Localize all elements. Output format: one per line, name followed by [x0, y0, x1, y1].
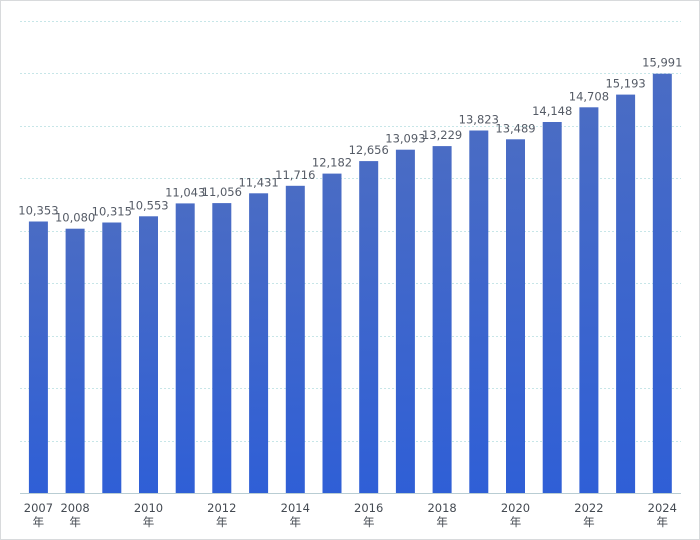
bar	[469, 130, 489, 493]
bar-value-label: 13,823	[459, 113, 499, 127]
bar	[506, 139, 525, 494]
x-tick-label-unit: 年	[290, 515, 302, 529]
bar	[285, 185, 305, 494]
bar	[322, 173, 342, 493]
bar-value-label: 13,489	[495, 121, 535, 135]
x-tick-label-unit: 年	[583, 515, 595, 529]
x-tick-label-year: 2012	[207, 501, 236, 515]
bar-value-label: 15,991	[642, 56, 682, 70]
x-tick-label-unit: 年	[657, 515, 669, 529]
bar-value-label: 14,708	[569, 89, 609, 103]
x-tick-label-unit: 年	[143, 515, 155, 529]
x-tick-label-year: 2014	[281, 501, 310, 515]
gridlines	[20, 21, 681, 494]
bar-value-label: 13,093	[385, 132, 425, 146]
bar	[65, 228, 85, 493]
bar-value-label: 10,315	[92, 205, 132, 219]
bar	[359, 161, 379, 493]
bar	[139, 216, 158, 494]
x-tick-label-year: 2010	[134, 501, 163, 515]
x-tick-label-unit: 年	[510, 515, 522, 529]
x-tick-label-unit: 年	[69, 515, 81, 529]
x-tick-label-unit: 年	[436, 515, 448, 529]
x-tick-label-year: 2020	[501, 501, 530, 515]
x-tick-label-year: 2024	[648, 501, 677, 515]
x-tick-label-unit: 年	[363, 515, 375, 529]
bar-value-label: 13,229	[422, 128, 462, 142]
bar-value-label: 12,182	[312, 156, 352, 170]
x-tick-label-year: 2016	[354, 501, 383, 515]
x-tick-label-year: 2007	[24, 501, 53, 515]
bar	[249, 193, 269, 494]
bar	[432, 146, 452, 493]
bar-value-label: 15,193	[605, 77, 645, 91]
bar-value-label: 12,656	[349, 143, 389, 157]
bar-value-label: 10,353	[18, 204, 58, 218]
bar-value-label: 14,148	[532, 104, 572, 118]
bar	[175, 203, 195, 493]
bar	[395, 149, 415, 493]
x-tick-label-year: 2022	[574, 501, 603, 515]
bar-value-label: 10,080	[55, 211, 95, 225]
x-tick-label-unit: 年	[216, 515, 228, 529]
bar	[28, 221, 48, 493]
bar	[542, 122, 562, 493]
x-tick-label-year: 2008	[60, 501, 89, 515]
bar-value-label: 11,043	[165, 185, 205, 199]
bar-value-label: 11,716	[275, 168, 315, 182]
value-labels: 10,35310,08010,31510,55311,04311,05611,4…	[18, 56, 682, 225]
bar-value-label: 11,056	[202, 185, 242, 199]
x-axis-ticks: 2007年2008年2010年2012年2014年2016年2018年2020年…	[24, 501, 677, 529]
bar	[579, 107, 599, 494]
bar-value-label: 10,553	[128, 198, 168, 212]
x-tick-label-year: 2018	[427, 501, 456, 515]
bar	[616, 94, 636, 493]
x-tick-label-unit: 年	[33, 515, 45, 529]
bar	[212, 203, 232, 493]
bar-value-label: 11,431	[238, 175, 278, 189]
bar	[652, 73, 672, 493]
bars	[28, 73, 672, 494]
bar	[102, 222, 122, 493]
